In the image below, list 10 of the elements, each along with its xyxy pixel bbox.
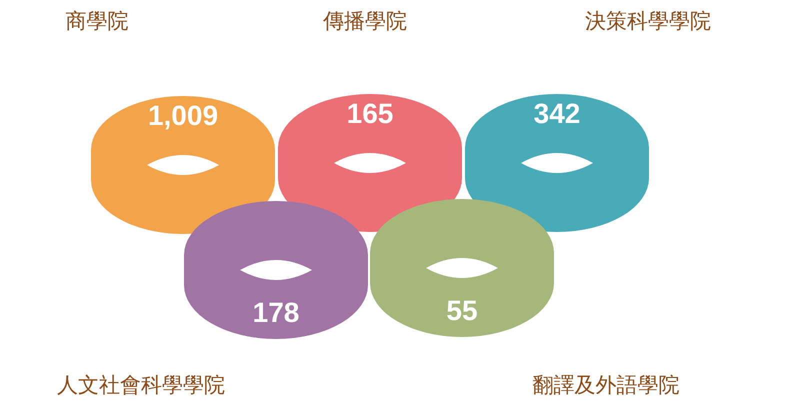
category-label: 人文社會科學學院 [57,373,225,397]
category-label: 翻譯及外語學院 [532,373,680,397]
category-label: 傳播學院 [322,9,407,33]
data-label: 178 [252,297,300,328]
category-label: 商學院 [66,9,128,33]
data-label: 1,009 [148,100,218,131]
data-label: 55 [446,295,478,326]
data-label: 165 [346,98,394,129]
category-label: 決策科學學院 [585,9,711,33]
data-label: 342 [534,98,580,129]
